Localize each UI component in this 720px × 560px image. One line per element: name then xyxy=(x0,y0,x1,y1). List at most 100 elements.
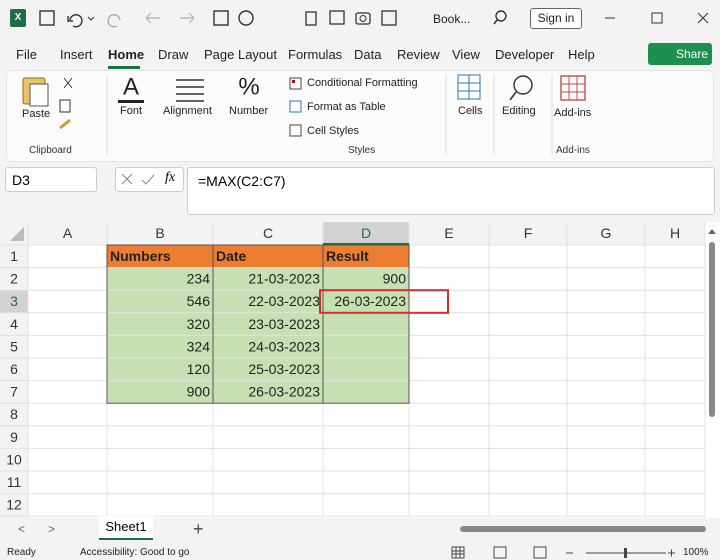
tab-next[interactable]: > xyxy=(48,522,56,536)
row-header[interactable]: 2 xyxy=(10,271,18,287)
data-cell[interactable]: 324 xyxy=(187,338,211,354)
menu-tab[interactable]: View xyxy=(452,47,480,62)
header-cell-fill xyxy=(213,245,323,268)
data-cell[interactable]: 21-03-2023 xyxy=(248,271,320,287)
name-box-value: D3 xyxy=(12,172,30,188)
fx-button[interactable]: fx xyxy=(165,170,176,185)
scroll-up[interactable] xyxy=(708,229,716,234)
menu-tab[interactable]: Home xyxy=(108,47,145,62)
data-cell[interactable]: 22-03-2023 xyxy=(248,293,320,309)
menu-tab[interactable]: Draw xyxy=(158,47,189,62)
window-controls[interactable] xyxy=(600,8,720,28)
cells-button[interactable]: Cells xyxy=(458,105,483,117)
data-cell[interactable]: 234 xyxy=(187,271,211,287)
menu-tab[interactable]: Developer xyxy=(495,47,555,62)
active-tab-underline xyxy=(108,66,140,69)
header-cell[interactable]: Result xyxy=(326,248,369,264)
active-column-header xyxy=(323,222,409,245)
menu-tab[interactable]: File xyxy=(16,47,37,62)
header-cell[interactable]: Numbers xyxy=(110,248,171,264)
row-header[interactable]: 7 xyxy=(10,384,18,400)
clipboard-group-label: Clipboard xyxy=(29,145,72,156)
format-as-table-button[interactable]: Format as Table xyxy=(307,101,386,113)
column-header[interactable]: B xyxy=(155,225,164,241)
row-header[interactable]: 4 xyxy=(10,316,18,332)
column-header[interactable]: H xyxy=(670,225,680,241)
number-button[interactable]: Number xyxy=(229,105,269,117)
sheet-tab-label: Sheet1 xyxy=(105,519,147,534)
formula-input[interactable]: =MAX(C2:C7) xyxy=(187,167,715,215)
share-button[interactable]: Share xyxy=(648,43,712,65)
data-cell[interactable]: 25-03-2023 xyxy=(248,361,320,377)
active-cell-border xyxy=(319,289,449,314)
data-cell[interactable]: 24-03-2023 xyxy=(248,338,320,354)
column-header[interactable]: D xyxy=(361,225,371,241)
formula-text: =MAX(C2:C7) xyxy=(198,173,286,189)
data-cell-fill xyxy=(323,267,409,291)
search-icon[interactable] xyxy=(493,9,511,27)
row-header[interactable]: 9 xyxy=(10,429,18,445)
column-header[interactable]: A xyxy=(63,225,73,241)
menu-tab[interactable]: Help xyxy=(568,47,595,62)
header-cell[interactable]: Date xyxy=(216,248,247,264)
editing-button[interactable]: Editing xyxy=(502,105,536,117)
data-cell[interactable]: 23-03-2023 xyxy=(248,316,320,332)
column-header[interactable]: E xyxy=(444,225,453,241)
add-ins-group-label: Add-ins xyxy=(556,145,590,156)
status-zoom[interactable]: 100% xyxy=(683,547,709,558)
tab-prev[interactable]: < xyxy=(18,522,26,536)
font-button[interactable]: Font xyxy=(120,105,143,117)
horizontal-scrollbar[interactable] xyxy=(460,526,706,532)
row-header[interactable]: 8 xyxy=(10,406,18,422)
column-header[interactable]: C xyxy=(263,225,273,241)
vertical-scrollbar[interactable] xyxy=(709,242,715,417)
data-cell[interactable]: 120 xyxy=(187,361,211,377)
share-label: Share xyxy=(675,47,708,61)
paste-button[interactable]: Paste xyxy=(22,108,51,120)
data-cell[interactable]: 900 xyxy=(383,271,407,287)
data-cell-fill xyxy=(107,358,213,381)
data-cell[interactable]: 26-03-2023 xyxy=(248,384,320,400)
add-sheet-button[interactable]: + xyxy=(193,519,204,539)
row-header[interactable]: 11 xyxy=(7,474,22,490)
menu-tab[interactable]: Page Layout xyxy=(204,47,278,62)
sign-in-button[interactable]: Sign in xyxy=(530,8,582,29)
menu-tab[interactable]: Data xyxy=(354,47,382,62)
column-header[interactable]: G xyxy=(601,225,612,241)
row-header[interactable]: 3 xyxy=(10,293,18,309)
menu-tab[interactable]: Insert xyxy=(60,47,93,62)
data-cell[interactable]: 26-03-2023 xyxy=(334,293,406,309)
row-header[interactable]: 1 xyxy=(10,248,18,264)
data-cell-fill xyxy=(213,267,323,291)
data-cell[interactable]: 320 xyxy=(187,316,211,332)
data-cell[interactable]: 900 xyxy=(187,384,211,400)
quick-access-icons xyxy=(39,10,397,28)
sheet-tab[interactable]: Sheet1 xyxy=(99,516,153,540)
name-box[interactable]: D3 xyxy=(5,167,97,192)
menu-tab[interactable]: Formulas xyxy=(288,47,343,62)
cell-styles-button[interactable]: Cell Styles xyxy=(307,125,359,137)
view-controls xyxy=(451,546,675,559)
svg-text:A: A xyxy=(123,73,139,100)
data-cell-fill xyxy=(323,380,409,404)
data-cell[interactable]: 546 xyxy=(187,293,211,309)
header-cell-fill xyxy=(107,245,213,268)
row-header[interactable]: 12 xyxy=(6,497,22,513)
data-cell-fill xyxy=(107,312,213,336)
row-header[interactable]: 5 xyxy=(10,338,18,354)
add-ins-button[interactable]: Add-ins xyxy=(554,107,592,119)
row-header[interactable]: 6 xyxy=(10,361,18,377)
active-row-header xyxy=(0,290,28,313)
alignment-button[interactable]: Alignment xyxy=(163,105,212,117)
menu-tab[interactable]: Review xyxy=(397,47,440,62)
status-ready: Ready xyxy=(7,547,36,558)
data-cell-fill xyxy=(213,290,323,313)
ribbon-icons: A % xyxy=(22,73,586,155)
status-accessibility[interactable]: Accessibility: Good to go xyxy=(80,547,190,558)
conditional-formatting-button[interactable]: Conditional Formatting xyxy=(307,77,418,89)
column-header[interactable]: F xyxy=(524,225,533,241)
row-header[interactable]: 10 xyxy=(6,451,22,467)
data-cell-fill xyxy=(107,290,213,313)
data-cell-fill xyxy=(107,267,213,291)
